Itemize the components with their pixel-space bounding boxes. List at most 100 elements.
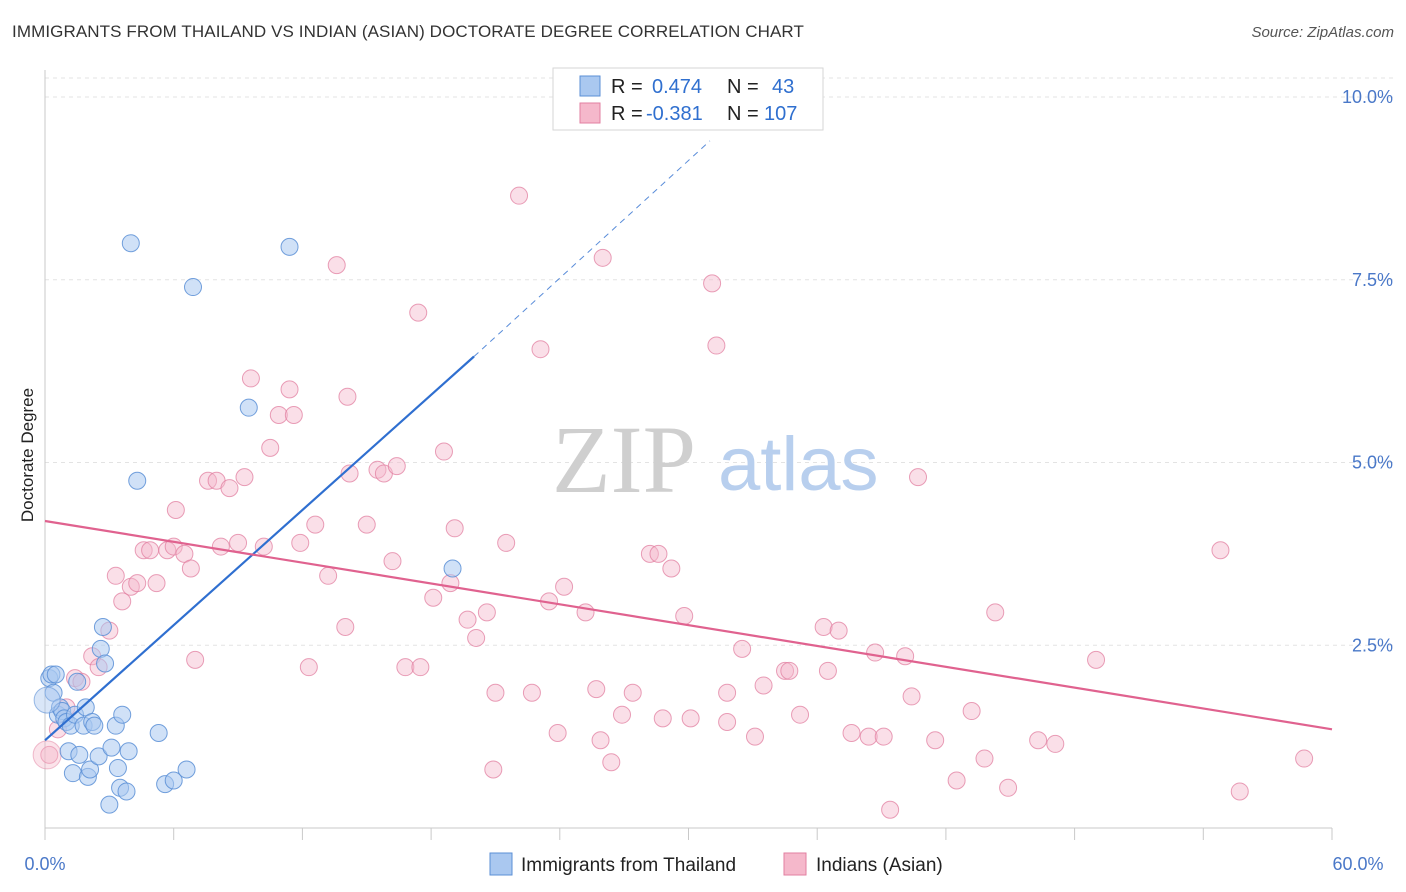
pink-point-68 [593, 248, 612, 267]
pink-point-99 [926, 731, 945, 750]
blue-point-23 [93, 617, 112, 636]
blue-point-33 [121, 234, 140, 253]
pink-point-89 [818, 661, 837, 680]
pink-point-8 [106, 566, 125, 585]
pink-point-48 [411, 658, 430, 677]
pink-point-102 [975, 749, 994, 768]
pink-point-17 [166, 501, 185, 520]
blue-point-42 [443, 559, 462, 578]
y-axis-ticks: 2.5% 5.0% 7.5% 10.0% [1342, 87, 1393, 655]
pink-point-13 [141, 541, 160, 560]
watermark: ZIP atlas [552, 406, 879, 513]
pink-point-39 [338, 387, 357, 406]
watermark-zip: ZIP [552, 406, 696, 513]
pink-point-108 [1211, 541, 1230, 560]
legend-n-value-2: 107 [764, 103, 797, 125]
chart-title: IMMIGRANTS FROM THAILAND VS INDIAN (ASIA… [12, 22, 804, 41]
pink-point-77 [681, 709, 700, 728]
legend-r-value-2: -0.381 [646, 103, 703, 125]
y-tick-label-10: 10.0% [1342, 87, 1393, 107]
pink-point-46 [396, 658, 415, 677]
pink-point-40 [340, 464, 359, 483]
pink-point-34 [299, 658, 318, 677]
legend-r-label-2: R = [611, 103, 643, 125]
blue-point-3 [46, 665, 65, 684]
bottom-legend-swatch-blue [489, 852, 513, 876]
pink-point-36 [319, 566, 338, 585]
blue-point-41 [280, 237, 299, 256]
pink-point-61 [531, 340, 550, 359]
pink-point-37 [327, 256, 346, 275]
pink-point-101 [962, 702, 981, 721]
pink-point-59 [510, 186, 529, 205]
y-tick-label-7.5: 7.5% [1352, 270, 1393, 290]
blue-point-32 [119, 742, 138, 761]
pink-point-0 [40, 745, 59, 764]
series-immigrants-thailand [33, 234, 462, 814]
pink-point-75 [662, 559, 681, 578]
pink-point-55 [477, 603, 496, 622]
blue-point-cluster [33, 686, 61, 714]
pink-point-30 [269, 405, 288, 424]
pink-point-63 [548, 723, 567, 742]
blue-point-30 [113, 705, 132, 724]
blue-point-11 [63, 764, 82, 783]
series-legend: Immigrants from Thailand Indians (Asian) [489, 852, 943, 876]
pink-point-41 [357, 515, 376, 534]
pink-point-31 [280, 380, 299, 399]
pink-point-109 [1230, 782, 1249, 801]
pink-point-29 [261, 438, 280, 457]
y-tick-label-5: 5.0% [1352, 453, 1393, 473]
blue-point-39 [184, 278, 203, 297]
blue-point-13 [68, 672, 87, 691]
pink-point-67 [591, 731, 610, 750]
pink-point-54 [467, 628, 486, 647]
pink-point-58 [497, 533, 516, 552]
pink-point-94 [874, 727, 893, 746]
watermark-atlas: atlas [718, 422, 879, 507]
pink-point-90 [829, 621, 848, 640]
pink-point-106 [1046, 734, 1065, 753]
x-tick-label-max: 60.0% [1332, 854, 1383, 874]
pink-point-38 [336, 617, 355, 636]
blue-point-20 [85, 716, 104, 735]
pink-point-104 [999, 778, 1018, 797]
pink-point-78 [703, 274, 722, 293]
pink-point-81 [718, 683, 737, 702]
legend-n-label-2: N = [727, 103, 759, 125]
pink-point-105 [1029, 731, 1048, 750]
y-axis-label: Doctorate Degree [18, 388, 37, 522]
x-tick-label-min: 0.0% [24, 854, 65, 874]
pink-point-92 [859, 727, 878, 746]
pink-point-47 [409, 303, 428, 322]
pink-point-27 [241, 369, 260, 388]
bottom-legend-swatch-pink [783, 852, 807, 876]
pink-point-74 [653, 709, 672, 728]
blue-point-25 [100, 795, 119, 814]
pink-point-86 [780, 661, 799, 680]
pink-point-60 [522, 683, 541, 702]
legend-swatch-blue [579, 75, 601, 97]
pink-point-84 [754, 676, 773, 695]
pink-point-98 [909, 468, 928, 487]
pink-point-70 [613, 705, 632, 724]
pink-point-56 [484, 760, 503, 779]
blue-point-14 [70, 745, 89, 764]
legend-swatch-pink [579, 102, 601, 124]
pink-point-73 [649, 544, 668, 563]
source-credit: Source: ZipAtlas.com [1251, 24, 1394, 41]
pink-point-cluster [32, 740, 62, 770]
pink-point-80 [718, 713, 737, 732]
pink-point-100 [947, 771, 966, 790]
pink-point-32 [284, 405, 303, 424]
y-tick-label-2.5: 2.5% [1352, 635, 1393, 655]
trend-line-indians [44, 519, 1333, 731]
pink-point-107 [1087, 650, 1106, 669]
pink-point-83 [745, 727, 764, 746]
pink-point-44 [383, 552, 402, 571]
pink-point-76 [675, 607, 694, 626]
pink-point-91 [842, 723, 861, 742]
legend-n-value-1: 43 [772, 76, 794, 98]
blue-point-26 [102, 738, 121, 757]
